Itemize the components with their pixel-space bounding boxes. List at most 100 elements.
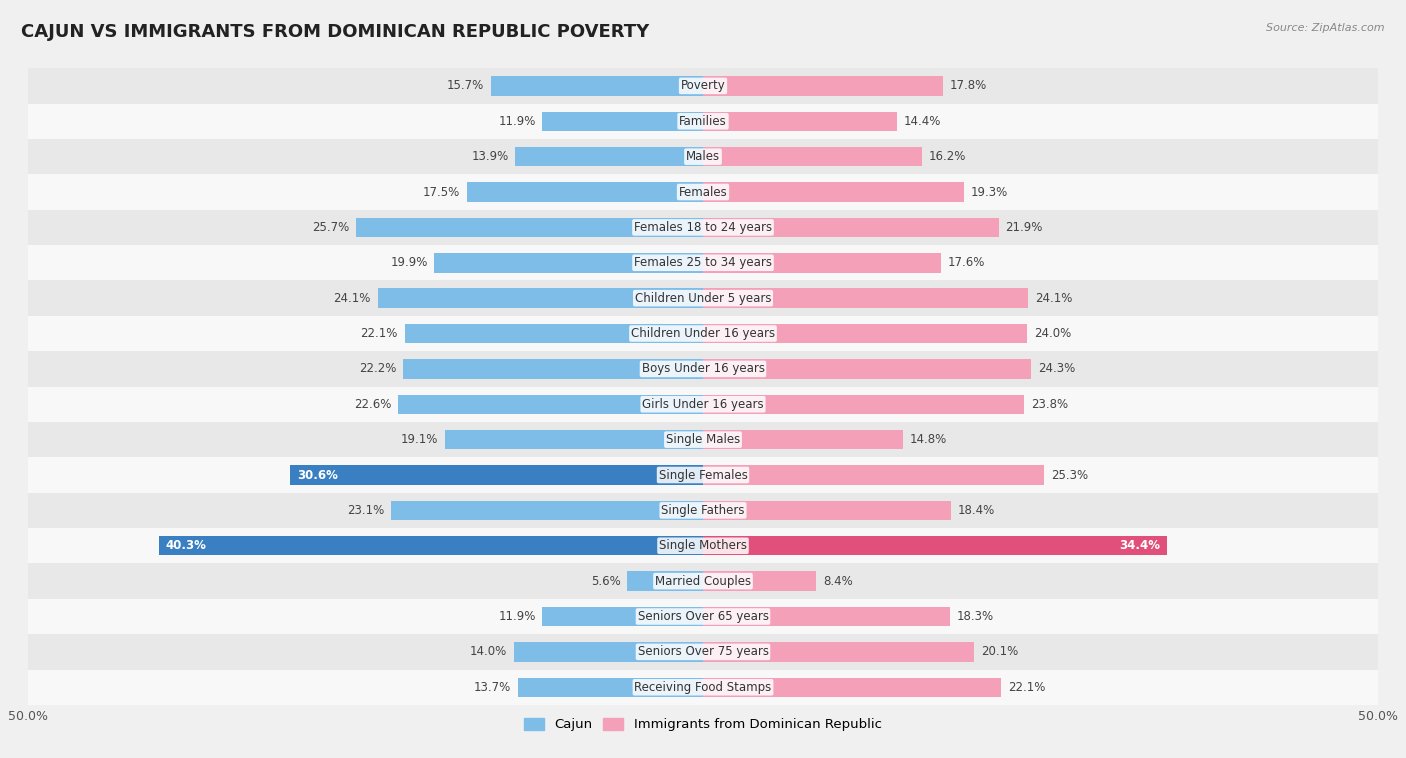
Bar: [391, 501, 703, 520]
Bar: [703, 642, 974, 662]
Bar: [703, 359, 1031, 379]
Text: Poverty: Poverty: [681, 80, 725, 92]
Bar: [159, 536, 703, 556]
Text: 13.9%: 13.9%: [471, 150, 509, 163]
Text: 23.1%: 23.1%: [347, 504, 384, 517]
Text: 24.3%: 24.3%: [1038, 362, 1076, 375]
Bar: [28, 316, 1378, 351]
Bar: [703, 678, 1001, 697]
Text: Males: Males: [686, 150, 720, 163]
Bar: [703, 501, 952, 520]
Bar: [28, 669, 1378, 705]
Bar: [28, 457, 1378, 493]
Text: 24.1%: 24.1%: [1035, 292, 1073, 305]
Bar: [28, 139, 1378, 174]
Bar: [356, 218, 703, 237]
Bar: [703, 77, 943, 96]
Bar: [28, 422, 1378, 457]
Bar: [703, 607, 950, 626]
Bar: [703, 324, 1026, 343]
Bar: [28, 351, 1378, 387]
Text: Single Males: Single Males: [666, 433, 740, 446]
Text: 40.3%: 40.3%: [166, 539, 207, 553]
Bar: [515, 642, 703, 662]
Text: 15.7%: 15.7%: [447, 80, 484, 92]
Bar: [543, 111, 703, 131]
Text: 21.9%: 21.9%: [1005, 221, 1043, 234]
Bar: [703, 218, 998, 237]
Bar: [28, 528, 1378, 563]
Text: 22.1%: 22.1%: [1008, 681, 1046, 694]
Bar: [290, 465, 703, 485]
Bar: [446, 430, 703, 449]
Bar: [405, 324, 703, 343]
Text: 14.0%: 14.0%: [470, 645, 508, 659]
Text: Married Couples: Married Couples: [655, 575, 751, 587]
Bar: [703, 572, 817, 591]
Text: Boys Under 16 years: Boys Under 16 years: [641, 362, 765, 375]
Text: 22.6%: 22.6%: [354, 398, 391, 411]
Text: Females 25 to 34 years: Females 25 to 34 years: [634, 256, 772, 269]
Text: 25.3%: 25.3%: [1052, 468, 1088, 481]
Bar: [28, 387, 1378, 422]
Text: Girls Under 16 years: Girls Under 16 years: [643, 398, 763, 411]
Text: 16.2%: 16.2%: [928, 150, 966, 163]
Text: 14.8%: 14.8%: [910, 433, 946, 446]
Text: 24.1%: 24.1%: [333, 292, 371, 305]
Bar: [703, 536, 1167, 556]
Text: Females: Females: [679, 186, 727, 199]
Bar: [703, 394, 1024, 414]
Bar: [467, 183, 703, 202]
Text: Source: ZipAtlas.com: Source: ZipAtlas.com: [1267, 23, 1385, 33]
Bar: [28, 210, 1378, 245]
Text: Single Fathers: Single Fathers: [661, 504, 745, 517]
Bar: [398, 394, 703, 414]
Bar: [703, 183, 963, 202]
Bar: [703, 147, 922, 167]
Text: 18.4%: 18.4%: [957, 504, 995, 517]
Text: 18.3%: 18.3%: [956, 610, 994, 623]
Text: 34.4%: 34.4%: [1119, 539, 1160, 553]
Text: 24.0%: 24.0%: [1033, 327, 1071, 340]
Text: 23.8%: 23.8%: [1031, 398, 1069, 411]
Bar: [404, 359, 703, 379]
Bar: [627, 572, 703, 591]
Bar: [491, 77, 703, 96]
Text: Children Under 5 years: Children Under 5 years: [634, 292, 772, 305]
Bar: [703, 288, 1028, 308]
Bar: [378, 288, 703, 308]
Bar: [516, 147, 703, 167]
Text: 22.2%: 22.2%: [359, 362, 396, 375]
Text: Single Females: Single Females: [658, 468, 748, 481]
Legend: Cajun, Immigrants from Dominican Republic: Cajun, Immigrants from Dominican Republi…: [519, 713, 887, 737]
Text: Receiving Food Stamps: Receiving Food Stamps: [634, 681, 772, 694]
Text: 11.9%: 11.9%: [498, 114, 536, 128]
Bar: [28, 174, 1378, 210]
Text: 17.6%: 17.6%: [948, 256, 984, 269]
Bar: [28, 599, 1378, 634]
Bar: [28, 245, 1378, 280]
Text: 22.1%: 22.1%: [360, 327, 398, 340]
Text: 20.1%: 20.1%: [981, 645, 1018, 659]
Text: Single Mothers: Single Mothers: [659, 539, 747, 553]
Text: 13.7%: 13.7%: [474, 681, 512, 694]
Bar: [28, 280, 1378, 316]
Text: 17.5%: 17.5%: [423, 186, 460, 199]
Text: CAJUN VS IMMIGRANTS FROM DOMINICAN REPUBLIC POVERTY: CAJUN VS IMMIGRANTS FROM DOMINICAN REPUB…: [21, 23, 650, 41]
Text: Seniors Over 75 years: Seniors Over 75 years: [637, 645, 769, 659]
Text: 30.6%: 30.6%: [297, 468, 337, 481]
Text: 11.9%: 11.9%: [498, 610, 536, 623]
Bar: [703, 253, 941, 273]
Text: 19.3%: 19.3%: [970, 186, 1008, 199]
Bar: [28, 563, 1378, 599]
Text: Children Under 16 years: Children Under 16 years: [631, 327, 775, 340]
Text: 19.1%: 19.1%: [401, 433, 439, 446]
Text: 8.4%: 8.4%: [823, 575, 853, 587]
Bar: [28, 634, 1378, 669]
Text: 5.6%: 5.6%: [591, 575, 620, 587]
Bar: [28, 493, 1378, 528]
Bar: [28, 68, 1378, 104]
Text: Families: Families: [679, 114, 727, 128]
Text: 14.4%: 14.4%: [904, 114, 942, 128]
Bar: [703, 430, 903, 449]
